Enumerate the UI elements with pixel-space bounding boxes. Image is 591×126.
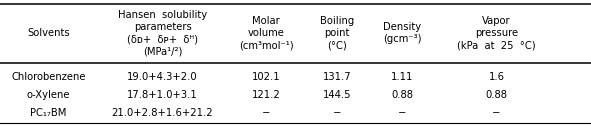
Text: Molar: Molar bbox=[252, 16, 280, 26]
Text: 1.6: 1.6 bbox=[488, 72, 505, 83]
Text: (°C): (°C) bbox=[327, 40, 347, 50]
Text: (kPa  at  25  °C): (kPa at 25 °C) bbox=[457, 40, 536, 50]
Text: pressure: pressure bbox=[475, 28, 518, 38]
Text: −: − bbox=[262, 108, 270, 118]
Text: 0.88: 0.88 bbox=[391, 90, 413, 100]
Text: 21.0+2.8+1.6+21.2: 21.0+2.8+1.6+21.2 bbox=[112, 108, 213, 118]
Text: Density: Density bbox=[383, 22, 421, 32]
Text: PC₁₇BM: PC₁₇BM bbox=[30, 108, 67, 118]
Text: (MPa¹/²): (MPa¹/²) bbox=[143, 46, 182, 56]
Text: 131.7: 131.7 bbox=[323, 72, 351, 83]
Text: 19.0+4.3+2.0: 19.0+4.3+2.0 bbox=[127, 72, 198, 83]
Text: (cm³mol⁻¹): (cm³mol⁻¹) bbox=[239, 40, 293, 50]
Text: −: − bbox=[398, 108, 406, 118]
Text: −: − bbox=[333, 108, 341, 118]
Text: parameters: parameters bbox=[134, 22, 191, 32]
Text: Hansen  solubility: Hansen solubility bbox=[118, 10, 207, 20]
Text: (gcm⁻³): (gcm⁻³) bbox=[382, 34, 421, 44]
Text: volume: volume bbox=[248, 28, 284, 38]
Text: −: − bbox=[492, 108, 501, 118]
Text: point: point bbox=[324, 28, 349, 38]
Text: o-Xylene: o-Xylene bbox=[27, 90, 70, 100]
Text: 0.88: 0.88 bbox=[485, 90, 508, 100]
Text: Vapor: Vapor bbox=[482, 16, 511, 26]
Text: Boiling: Boiling bbox=[320, 16, 354, 26]
Text: (δᴅ+  δᴘ+  δᴴ): (δᴅ+ δᴘ+ δᴴ) bbox=[127, 34, 198, 44]
Text: 102.1: 102.1 bbox=[252, 72, 280, 83]
Text: 144.5: 144.5 bbox=[323, 90, 351, 100]
Text: 17.8+1.0+3.1: 17.8+1.0+3.1 bbox=[127, 90, 198, 100]
Text: 121.2: 121.2 bbox=[252, 90, 280, 100]
Text: Chlorobenzene: Chlorobenzene bbox=[11, 72, 86, 83]
Text: 1.11: 1.11 bbox=[391, 72, 413, 83]
Text: Solvents: Solvents bbox=[27, 28, 70, 38]
